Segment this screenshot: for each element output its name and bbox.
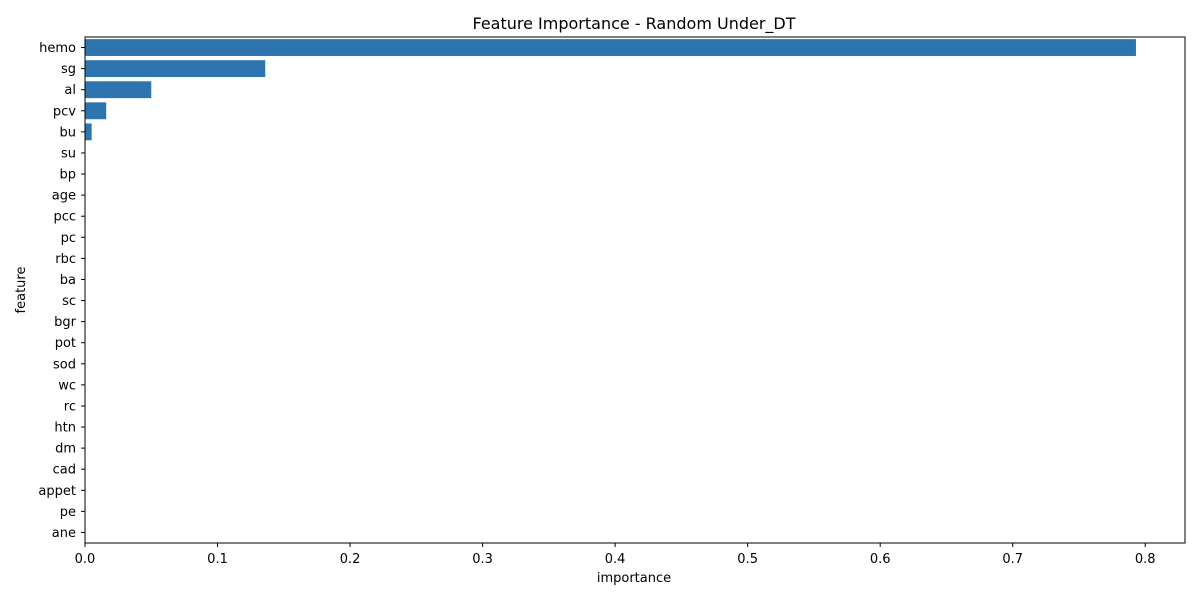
x-axis-label: importance: [597, 571, 671, 586]
x-tick-label: 0.3: [472, 552, 493, 567]
y-tick-label-bp: bp: [59, 168, 76, 183]
y-tick-label-pot: pot: [55, 336, 76, 351]
y-tick-label-ba: ba: [60, 273, 76, 288]
y-tick-label-bu: bu: [60, 125, 77, 140]
bar-pcv: [85, 102, 107, 120]
y-tick-labels: hemo sg al pcv bu su bp age pcc pc rbc ba sc bgr pot so…: [38, 41, 85, 541]
y-tick-label-sod: sod: [53, 357, 76, 372]
y-tick-label-wc: wc: [58, 378, 76, 393]
y-tick-label-dm: dm: [55, 442, 76, 457]
y-tick-label-al: al: [64, 83, 76, 98]
y-tick-label-su: su: [61, 146, 76, 161]
bar-al: [85, 81, 152, 99]
y-tick-label-htn: htn: [54, 421, 76, 436]
y-tick-label-pcv: pcv: [53, 104, 76, 119]
y-tick-label-pc: pc: [61, 231, 76, 246]
y-tick-label-rbc: rbc: [55, 252, 76, 267]
x-tick-label: 0.0: [75, 552, 96, 567]
y-tick-label-age: age: [52, 189, 76, 204]
chart-title: Feature Importance - Random Under_DT: [472, 14, 795, 34]
y-tick-label-rc: rc: [64, 399, 76, 414]
bar-hemo: [85, 39, 1136, 56]
y-tick-label-cad: cad: [53, 463, 76, 478]
y-tick-label-pe: pe: [60, 505, 76, 520]
x-tick-label: 0.7: [1002, 552, 1023, 567]
y-tick-label-ane: ane: [52, 526, 76, 541]
plot-frame: [84, 36, 1186, 544]
y-tick-label-pcc: pcc: [53, 210, 76, 225]
bar-bu: [85, 123, 92, 141]
y-tick-label-appet: appet: [38, 484, 76, 499]
x-tick-labels: 0.0 0.1 0.2 0.3 0.4 0.5 0.6 0.7 0.8: [75, 543, 1156, 567]
x-tick-label: 0.5: [737, 552, 758, 567]
bar-sg: [85, 60, 266, 78]
y-tick-label-hemo: hemo: [39, 41, 76, 56]
x-tick-label: 0.6: [870, 552, 891, 567]
y-tick-label-bgr: bgr: [54, 315, 77, 330]
x-tick-label: 0.2: [340, 552, 361, 567]
y-axis-label: feature: [14, 267, 29, 314]
x-tick-label: 0.4: [605, 552, 626, 567]
bars-group: [85, 39, 1136, 141]
x-tick-label: 0.1: [207, 552, 228, 567]
y-tick-label-sg: sg: [61, 62, 76, 77]
x-tick-label: 0.8: [1135, 552, 1156, 567]
y-tick-label-sc: sc: [62, 294, 76, 309]
